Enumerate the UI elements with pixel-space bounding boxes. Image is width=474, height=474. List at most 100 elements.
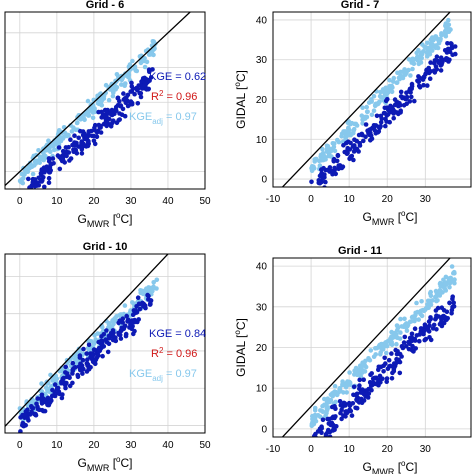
data-point	[434, 67, 440, 72]
data-point	[326, 405, 331, 410]
data-point	[359, 390, 365, 395]
data-point	[348, 132, 354, 138]
data-point	[26, 176, 31, 182]
data-point	[442, 315, 448, 320]
data-point	[418, 326, 424, 331]
x-tick-label: 20	[88, 196, 100, 207]
data-point	[404, 90, 409, 95]
data-point	[414, 300, 419, 306]
data-point	[106, 97, 112, 103]
data-point	[105, 349, 111, 355]
data-point	[341, 129, 346, 134]
data-point	[406, 57, 412, 62]
data-point	[22, 412, 28, 417]
data-point	[104, 123, 109, 129]
data-point	[441, 320, 447, 326]
data-point	[42, 166, 48, 172]
data-point	[74, 120, 80, 126]
data-point	[22, 168, 28, 173]
data-point	[312, 412, 318, 418]
data-point	[111, 118, 116, 123]
data-point	[381, 110, 387, 116]
data-point	[354, 138, 360, 144]
data-point	[344, 383, 350, 388]
data-point	[46, 180, 52, 185]
data-point	[48, 168, 53, 173]
data-point	[449, 41, 454, 47]
data-point	[148, 52, 153, 57]
data-point	[21, 175, 26, 181]
r2-label: R2 = 0.96	[151, 89, 197, 103]
data-point	[148, 298, 153, 303]
data-point	[335, 152, 341, 158]
data-point	[27, 160, 33, 166]
data-point	[430, 43, 435, 49]
data-point	[395, 70, 400, 76]
data-point	[37, 154, 43, 159]
y-axis-label: GIDAL [oC]	[233, 70, 248, 129]
data-point	[97, 125, 103, 130]
data-point	[138, 94, 144, 100]
data-point	[443, 23, 449, 29]
data-point	[128, 101, 134, 107]
data-point	[368, 348, 374, 353]
data-point	[392, 332, 397, 337]
data-point	[425, 83, 430, 88]
data-point	[438, 68, 444, 73]
data-point	[132, 91, 137, 97]
data-point	[118, 336, 124, 341]
data-point	[131, 331, 136, 337]
data-point	[450, 52, 455, 57]
data-point	[420, 77, 426, 82]
x-tick-label: 30	[125, 196, 137, 207]
data-point	[384, 376, 390, 381]
data-point	[410, 66, 415, 72]
data-point	[369, 387, 374, 393]
data-point	[71, 125, 76, 130]
data-point	[398, 108, 404, 113]
chart-title: Grid - 11	[338, 245, 382, 257]
data-point	[140, 291, 146, 297]
data-point	[73, 357, 79, 363]
data-point	[39, 401, 45, 406]
data-point	[435, 58, 441, 64]
data-point	[384, 350, 389, 356]
data-point	[446, 17, 451, 23]
data-point	[130, 312, 136, 318]
data-point	[42, 184, 47, 189]
data-point	[45, 402, 50, 408]
data-point	[317, 180, 323, 186]
x-tick-label: -10	[266, 444, 281, 455]
data-point	[72, 133, 77, 138]
data-point	[452, 44, 458, 49]
data-point	[76, 135, 81, 141]
data-point	[387, 83, 393, 89]
data-point	[136, 301, 142, 307]
data-point	[108, 331, 114, 336]
data-point	[341, 390, 346, 395]
data-point	[319, 426, 325, 431]
data-point	[426, 319, 432, 324]
data-point	[88, 339, 94, 344]
data-point	[398, 316, 403, 322]
data-point	[86, 113, 92, 118]
data-point	[325, 429, 331, 435]
data-point	[384, 119, 389, 124]
kge-label: KGE = 0.84	[149, 328, 206, 340]
data-point	[130, 58, 135, 64]
data-point	[357, 367, 363, 373]
data-point	[425, 40, 430, 46]
data-point	[313, 190, 318, 195]
data-point	[150, 67, 155, 72]
data-point	[79, 147, 85, 152]
data-point	[330, 428, 336, 433]
data-point	[416, 79, 422, 84]
reference-line	[5, 254, 169, 427]
data-point	[117, 98, 122, 104]
data-point	[443, 282, 449, 287]
data-point	[59, 395, 65, 401]
data-point	[317, 188, 322, 193]
data-point	[399, 344, 405, 349]
series-measured	[26, 67, 155, 189]
